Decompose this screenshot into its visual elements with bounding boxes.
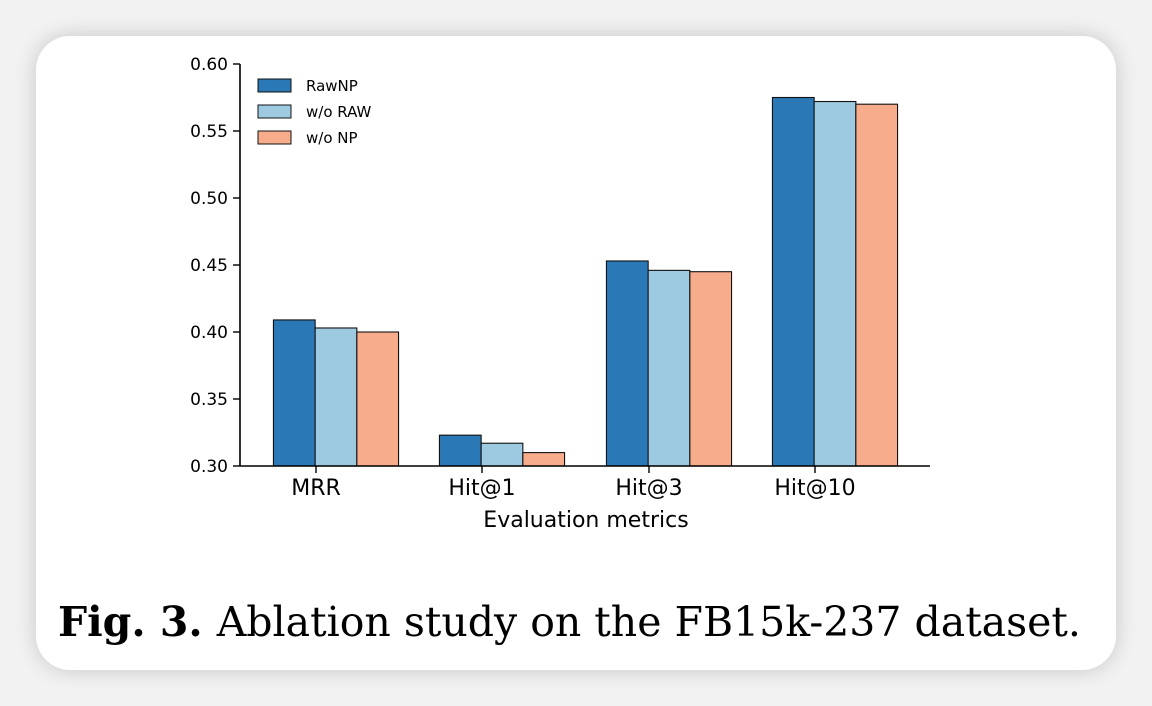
legend: RawNP w/o RAW w/o NP (257, 77, 372, 147)
bar-chart: 0.30 0.35 0.40 0.45 0.50 0.55 0.60 MRR Hit@1 Hit… (190, 55, 930, 533)
figure-caption: Fig. 3. Ablation study on the FB15k-237 d… (58, 598, 1081, 646)
x-tick-label: MRR (291, 476, 341, 501)
y-tick-label: 0.55 (190, 122, 228, 142)
bar-w-o-raw-hit-1 (480, 442, 524, 467)
legend-label: RawNP (306, 77, 358, 95)
bar-w-o-np-hit-10 (855, 103, 899, 467)
bar-w-o-np-hit-3 (689, 271, 733, 467)
legend-swatch (257, 130, 292, 145)
x-tick-label: Hit@1 (448, 476, 515, 501)
y-tick-label: 0.30 (190, 457, 228, 477)
legend-swatch (257, 104, 292, 119)
bars (272, 96, 899, 467)
legend-label: w/o RAW (306, 103, 372, 121)
legend-swatch (257, 78, 292, 93)
bar-w-o-np-hit-1 (522, 452, 566, 467)
legend-label: w/o NP (306, 129, 358, 147)
bar-w-o-raw-hit-3 (647, 269, 691, 467)
bar-w-o-raw-mrr (314, 327, 358, 467)
caption-text: Ablation study on the FB15k-237 dataset. (216, 598, 1081, 646)
x-tick-label: Hit@3 (615, 476, 682, 501)
bar-rawnp-mrr (272, 319, 316, 467)
y-tick-label: 0.50 (190, 189, 228, 209)
bar-rawnp-hit-1 (438, 434, 482, 467)
y-axis: 0.30 0.35 0.40 0.45 0.50 0.55 0.60 (190, 55, 241, 477)
bar-w-o-raw-hit-10 (813, 100, 857, 467)
bar-rawnp-hit-3 (605, 260, 649, 467)
figure-card (36, 36, 1116, 670)
x-axis-label: Evaluation metrics (483, 508, 688, 533)
caption-label: Fig. 3. (58, 598, 203, 646)
y-tick-label: 0.40 (190, 323, 228, 343)
y-tick-label: 0.45 (190, 256, 228, 276)
bar-w-o-np-mrr (356, 331, 400, 467)
y-tick-label: 0.35 (190, 390, 228, 410)
bar-rawnp-hit-10 (771, 96, 815, 467)
x-tick-label: Hit@10 (774, 476, 855, 501)
x-axis: MRR Hit@1 Hit@3 Hit@10 (240, 465, 930, 501)
y-tick-label: 0.60 (190, 55, 228, 75)
